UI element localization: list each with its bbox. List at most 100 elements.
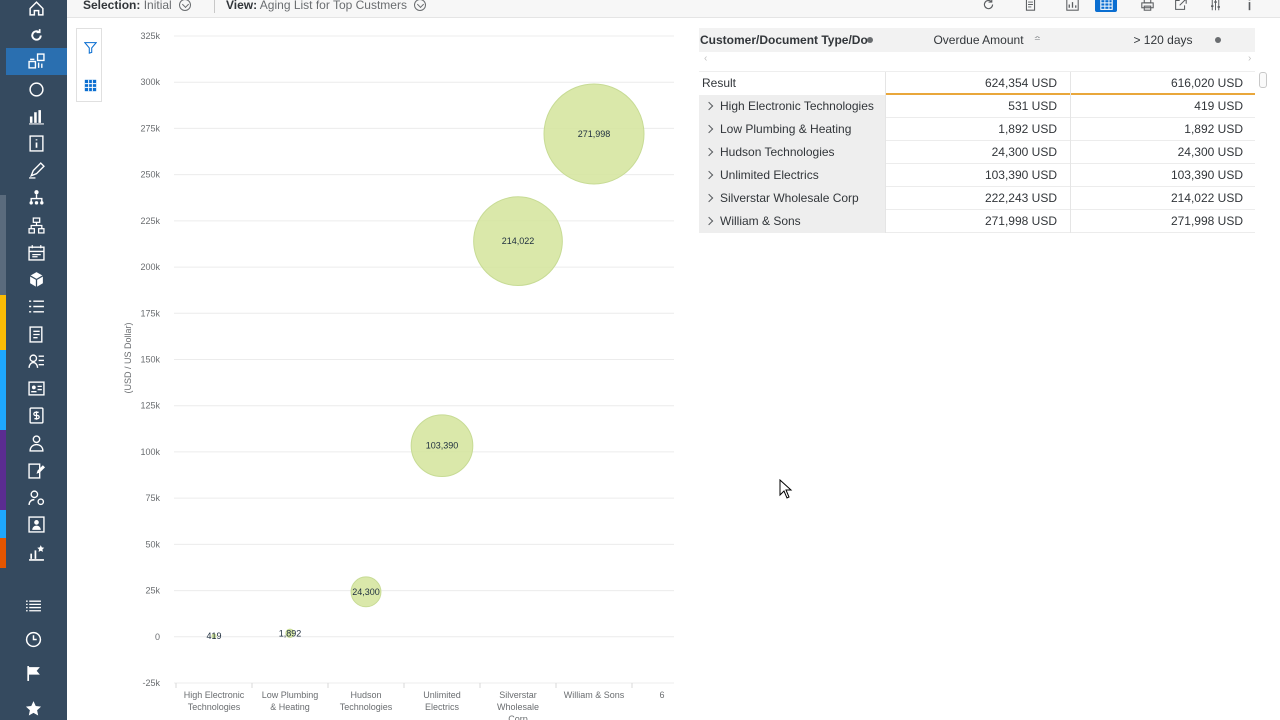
rail-stripe — [0, 195, 6, 295]
toolbar: Selection: Initial View: Aging List for … — [67, 0, 1280, 18]
y-tick-label: -25k — [142, 678, 160, 688]
expand-chevron-icon[interactable] — [704, 193, 714, 203]
row-label[interactable]: Silverstar Wholesale Corp — [699, 187, 885, 210]
cube-icon[interactable] — [6, 266, 67, 293]
contact-card-icon[interactable] — [6, 375, 67, 402]
y-axis-label: (USD / US Dollar) — [123, 322, 133, 393]
table-row[interactable]: Unlimited Electrics 103,390 USD 103,390 US… — [699, 164, 1255, 187]
overdue-amount-cell: 1,892 USD — [885, 118, 1070, 141]
grid-icon[interactable] — [77, 71, 103, 99]
scroll-left-icon[interactable]: ‹ — [704, 53, 708, 64]
refresh-icon[interactable] — [977, 0, 999, 12]
document-list-icon[interactable] — [6, 321, 67, 348]
edit-document-icon[interactable] — [6, 457, 67, 484]
refresh-icon[interactable] — [6, 22, 67, 49]
document-icon[interactable] — [1019, 0, 1041, 12]
bubble — [350, 576, 382, 608]
list-view-icon[interactable] — [0, 591, 67, 621]
x-category-label: Low Plumbing — [262, 690, 319, 700]
history-icon[interactable] — [0, 624, 67, 654]
data-label: 1,892 — [279, 628, 302, 638]
row-label[interactable]: High Electronic Technologies — [699, 95, 885, 118]
selection-dropdown-icon[interactable] — [179, 0, 192, 11]
bubble — [543, 83, 645, 185]
sort-asc-icon: ≏ — [1034, 34, 1041, 43]
bubble — [410, 414, 474, 477]
over-120-cell: 24,300 USD — [1070, 141, 1255, 164]
export-icon[interactable] — [1169, 0, 1191, 12]
info-icon[interactable] — [1238, 0, 1260, 12]
row-label[interactable]: Low Plumbing & Heating — [699, 118, 885, 141]
rail-stripe — [0, 538, 6, 568]
overdue-amount-cell: 24,300 USD — [885, 141, 1070, 164]
calendar-icon[interactable] — [6, 239, 67, 266]
rail-stripe — [0, 295, 6, 350]
favorite-icon[interactable] — [0, 693, 67, 720]
x-category-label: Silverstar — [499, 690, 537, 700]
filter-icon[interactable] — [77, 33, 103, 61]
list-icon[interactable] — [6, 293, 67, 320]
analytics-icon[interactable] — [6, 48, 67, 75]
scroll-right-icon[interactable]: › — [1248, 53, 1252, 64]
over-120-cell: 103,390 USD — [1070, 164, 1255, 187]
view-dropdown-icon[interactable] — [414, 0, 427, 11]
expand-chevron-icon[interactable] — [704, 124, 714, 134]
result-overdue: 624,354 USD — [885, 72, 1070, 95]
overdue-amount-cell: 531 USD — [885, 95, 1070, 118]
y-tick-label: 300k — [140, 77, 160, 87]
toolbar-separator — [214, 0, 215, 13]
org-chart-icon[interactable] — [6, 212, 67, 239]
table-row[interactable]: Hudson Technologies 24,300 USD 24,300 USD — [699, 141, 1255, 164]
circle-icon[interactable] — [6, 76, 67, 103]
y-tick-label: 50k — [145, 539, 160, 549]
user-icon[interactable] — [6, 430, 67, 457]
customer-name: Hudson Technologies — [720, 145, 835, 159]
favorite-chart-icon[interactable] — [6, 539, 67, 566]
table-row[interactable]: High Electronic Technologies 531 USD 419 U… — [699, 95, 1255, 118]
row-label[interactable]: Unlimited Electrics — [699, 164, 885, 187]
row-label[interactable]: William & Sons — [699, 210, 885, 233]
document-money-icon[interactable] — [6, 402, 67, 429]
expand-chevron-icon[interactable] — [704, 216, 714, 226]
x-category-label: 6 — [659, 690, 664, 700]
x-category-label: Hudson — [350, 690, 381, 700]
header-customer[interactable]: Customer/Document Type/Do — [700, 33, 868, 47]
selection-label: Selection: — [83, 0, 141, 12]
table-row[interactable]: William & Sons 271,998 USD 271,998 USD — [699, 210, 1255, 233]
settings-person-icon[interactable] — [6, 484, 67, 511]
chart-icon[interactable] — [1061, 0, 1083, 12]
view-control[interactable]: View: Aging List for Top Custmers — [226, 0, 427, 12]
x-category-label: High Electronic — [184, 690, 245, 700]
table-vertical-scrollbar[interactable] — [1259, 72, 1267, 88]
table-row[interactable]: Low Plumbing & Heating 1,892 USD 1,892 USD — [699, 118, 1255, 141]
table-icon[interactable] — [1095, 0, 1117, 12]
expand-chevron-icon[interactable] — [704, 170, 714, 180]
home-icon[interactable] — [6, 0, 67, 22]
customer-name: Unlimited Electrics — [720, 168, 819, 182]
flag-icon[interactable] — [0, 658, 67, 688]
expand-chevron-icon[interactable] — [704, 101, 714, 111]
bar-chart-icon[interactable] — [6, 103, 67, 130]
bubble — [285, 628, 295, 638]
data-label: 214,022 — [502, 236, 535, 246]
hierarchy-icon[interactable] — [6, 184, 67, 211]
print-icon[interactable] — [1136, 0, 1158, 12]
header-overdue-amount[interactable]: Overdue Amount — [933, 33, 1024, 47]
y-tick-label: 250k — [140, 170, 160, 180]
expand-chevron-icon[interactable] — [704, 147, 714, 157]
y-tick-label: 75k — [145, 493, 160, 503]
header-over-120[interactable]: > 120 days — [1133, 33, 1193, 47]
edit-icon[interactable] — [6, 157, 67, 184]
result-row: Result 624,354 USD 616,020 USD — [699, 72, 1255, 95]
selection-control[interactable]: Selection: Initial — [83, 0, 192, 12]
row-label[interactable]: Hudson Technologies — [699, 141, 885, 164]
info-icon[interactable] — [6, 130, 67, 157]
person-card-icon[interactable] — [6, 511, 67, 538]
mouse-cursor-icon — [779, 479, 793, 499]
y-tick-label: 125k — [140, 401, 160, 411]
customer-name: William & Sons — [720, 214, 801, 228]
table-row[interactable]: Silverstar Wholesale Corp 222,243 USD 214,… — [699, 187, 1255, 210]
sort-indicator-icon — [867, 37, 873, 43]
person-list-icon[interactable] — [6, 348, 67, 375]
settings-icon[interactable] — [1204, 0, 1226, 12]
